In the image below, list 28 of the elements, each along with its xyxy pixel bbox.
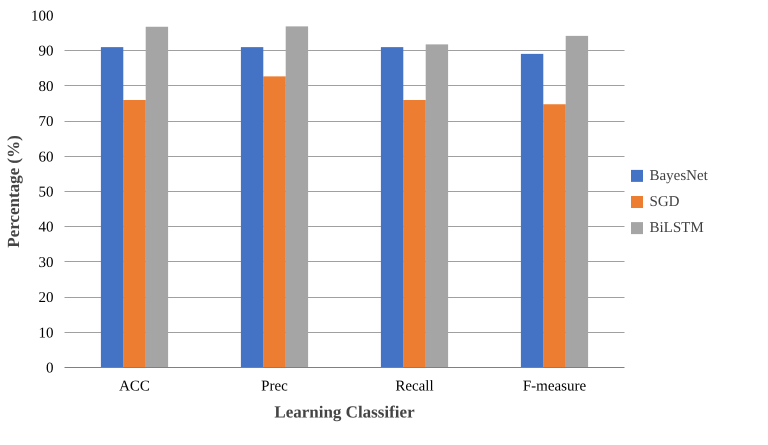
legend-label: SGD <box>650 194 680 210</box>
y-tick-label: 40 <box>38 220 54 236</box>
x-axis-title: Learning Classifier <box>274 402 416 422</box>
y-tick-label: 30 <box>38 254 54 271</box>
y-tick-label: 100 <box>31 8 54 24</box>
x-tick-label: Recall <box>395 378 434 394</box>
y-tick-label: 80 <box>38 78 54 95</box>
y-tick-label: 50 <box>38 184 54 200</box>
x-tick-label: F-measure <box>522 378 586 394</box>
bar <box>240 47 264 368</box>
y-tick-label: 90 <box>38 44 54 60</box>
legend-label: BiLSTM <box>650 220 704 236</box>
y-tick-label: 70 <box>38 114 54 130</box>
bar <box>403 100 426 368</box>
bar <box>263 76 286 368</box>
y-tick-label: 0 <box>46 360 54 376</box>
bar <box>543 104 566 368</box>
y-tick-label: 60 <box>38 149 54 166</box>
y-tick-label: 20 <box>38 290 54 306</box>
x-tick-label: ACC <box>119 378 150 394</box>
bar <box>520 54 544 368</box>
bar <box>100 47 124 368</box>
x-tick-label: Prec <box>261 378 288 394</box>
bar <box>123 100 146 368</box>
legend-label: BayesNet <box>650 168 709 184</box>
bar <box>380 47 404 368</box>
y-axis-title: Percentage (%) <box>4 135 23 248</box>
y-tick-label: 10 <box>38 325 54 342</box>
